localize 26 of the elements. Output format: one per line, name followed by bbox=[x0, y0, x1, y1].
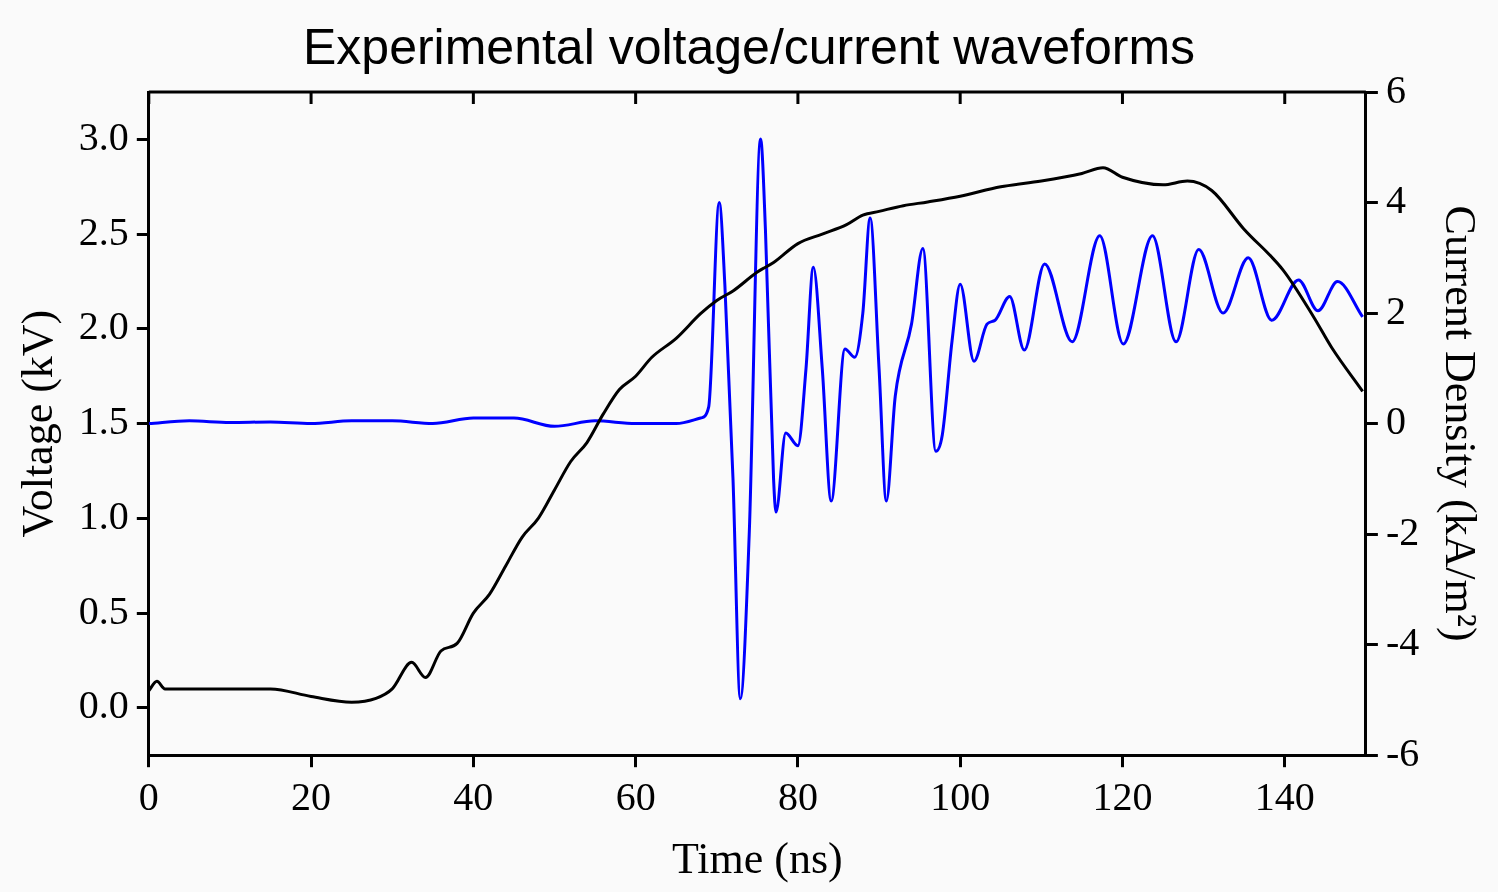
y2-tick-label: -4 bbox=[1385, 619, 1420, 665]
y-tick-label: 2.5 bbox=[78, 208, 129, 254]
x-axis-title: Time (ns) bbox=[671, 834, 843, 884]
x-tick-label: 100 bbox=[930, 773, 991, 819]
y-tick-label: 0.5 bbox=[78, 587, 129, 633]
y2-tick-label: -6 bbox=[1385, 729, 1420, 775]
x-tick-label: 0 bbox=[138, 773, 159, 819]
x-tick-label: 80 bbox=[777, 773, 818, 819]
chart-title: Experimental voltage/current waveforms bbox=[302, 18, 1196, 75]
y-axis-title: Voltage (kV) bbox=[12, 309, 62, 538]
y2-tick-label: -2 bbox=[1385, 508, 1420, 554]
y2-tick-label: 6 bbox=[1385, 66, 1406, 112]
x-tick-label: 120 bbox=[1092, 773, 1153, 819]
y-tick-label: 2.0 bbox=[78, 303, 129, 349]
x-tick-label: 140 bbox=[1254, 773, 1315, 819]
y2-tick-label: 4 bbox=[1385, 177, 1406, 223]
y2-axis-title: Current Density (kA/m²) bbox=[1436, 205, 1486, 642]
x-tick-label: 60 bbox=[615, 773, 656, 819]
x-tick-label: 20 bbox=[291, 773, 332, 819]
y-tick-label: 3.0 bbox=[78, 113, 129, 159]
y-tick-label: 1.5 bbox=[78, 398, 129, 444]
y-tick-label: 0.0 bbox=[78, 682, 129, 728]
y-tick-label: 1.0 bbox=[78, 492, 129, 538]
x-tick-label: 40 bbox=[453, 773, 494, 819]
y2-tick-label: 2 bbox=[1385, 287, 1406, 333]
y2-tick-label: 0 bbox=[1385, 398, 1406, 444]
